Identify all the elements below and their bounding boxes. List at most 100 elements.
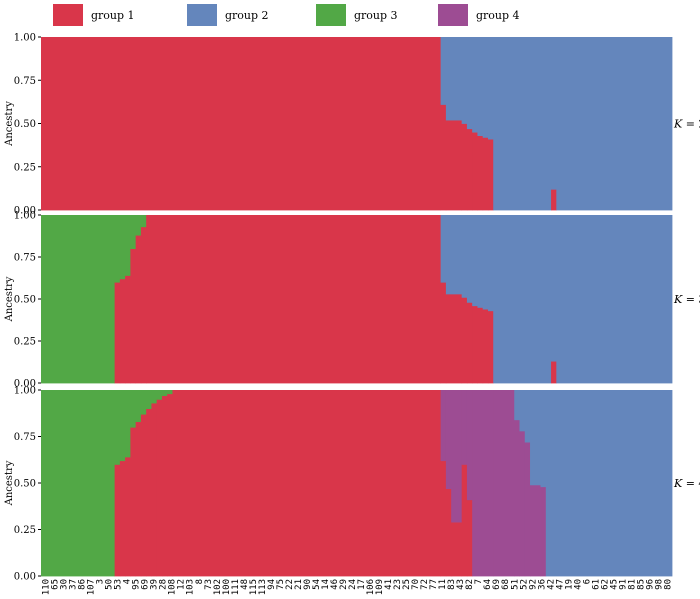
- x-tick-label: 39: [150, 579, 160, 590]
- ancestry-bar-group-3: [130, 215, 137, 249]
- ancestry-bar-group-2: [466, 215, 473, 303]
- x-tick-label: 100: [222, 579, 232, 595]
- y-axis: 1.00 0.75 0.50 0.25 0.00: [14, 33, 41, 217]
- panel-k-2: 1.00 0.75 0.50 0.25 0.00 Ancestry K = 2: [4, 33, 700, 217]
- x-tick-label: 46: [330, 579, 340, 590]
- panels: 1.00 0.75 0.50 0.25 0.00 Ancestry K = 2 1.00 0.7…: [4, 33, 700, 583]
- ancestry-bar-group-3: [130, 390, 137, 428]
- ancestry-bar-group-1: [119, 278, 126, 384]
- ancestry-bar-group-1: [487, 139, 494, 211]
- ancestry-bar-group-1: [140, 414, 147, 577]
- ancestry-bar-group-4: [519, 430, 526, 577]
- legend-swatch: [316, 4, 346, 26]
- legend-swatch: [187, 4, 217, 26]
- k-label-value: = 2: [682, 118, 700, 131]
- k-label-prefix: K: [673, 293, 683, 306]
- panel-k-3: 1.00 0.75 0.50 0.25 0.00 Ancestry K = 3: [4, 211, 700, 390]
- x-tick-label: 25: [402, 579, 412, 590]
- x-tick-label: 90: [303, 579, 313, 590]
- x-tick-label: 103: [186, 579, 196, 595]
- y-tick-label: 0.75: [14, 253, 36, 264]
- legend-entry-1: group 1: [53, 4, 135, 26]
- ancestry-bar-group-3: [41, 215, 116, 384]
- y-tick-label: 1.00: [14, 211, 36, 222]
- ancestry-bar-group-1: [119, 460, 126, 577]
- x-tick-label: 7: [474, 579, 484, 584]
- y-tick-label: 0.25: [14, 525, 36, 536]
- ancestry-bar-group-3: [135, 390, 142, 423]
- ancestry-bar-group-2: [487, 215, 494, 312]
- x-tick-label: 11: [438, 579, 448, 590]
- ancestry-bar-group-4: [445, 390, 452, 489]
- ancestry-bar-group-1: [440, 282, 447, 384]
- x-tick-label: 91: [618, 579, 628, 590]
- ancestry-bar-group-1: [440, 104, 447, 211]
- k-label: K = 4: [673, 477, 700, 490]
- ancestry-bar-group-2: [519, 390, 526, 432]
- x-tick-label: 12: [177, 579, 187, 590]
- x-tick-label: 45: [609, 579, 619, 590]
- x-tick-label: 94: [267, 579, 277, 590]
- ancestry-bar-group-1: [125, 456, 131, 577]
- ancestry-bar-group-3: [119, 215, 126, 280]
- y-axis-label: Ancestry: [4, 276, 15, 322]
- x-tick-label: 8: [195, 579, 205, 584]
- x-tick-label: 106: [366, 579, 376, 595]
- legend: group 1 group 2 group 3 group 4: [53, 4, 520, 26]
- ancestry-bar-group-4: [466, 390, 473, 501]
- k-label-value: = 4: [682, 477, 700, 490]
- ancestry-bar-group-3: [156, 390, 163, 400]
- ancestry-bar-group-2: [551, 215, 557, 362]
- ancestry-bar-group-3: [41, 390, 116, 577]
- y-axis-label: Ancestry: [4, 101, 15, 147]
- ancestry-bar-group-1: [451, 522, 463, 577]
- ancestry-bar-group-1: [461, 297, 468, 384]
- k-label-prefix: K: [673, 118, 683, 131]
- ancestry-bar-group-1: [172, 390, 442, 577]
- y-tick-label: 1.00: [14, 386, 36, 397]
- ancestry-bar-group-2: [445, 215, 463, 295]
- legend-entry-2: group 2: [187, 4, 269, 26]
- ancestry-bar-group-4: [514, 419, 520, 577]
- ancestry-bar-group-1: [130, 248, 137, 384]
- ancestry-bar-group-3: [140, 390, 147, 415]
- legend-swatch: [438, 4, 468, 26]
- y-tick-label: 0.00: [14, 572, 36, 583]
- ancestry-bar-group-1: [482, 309, 489, 384]
- y-tick-label: 0.00: [14, 206, 36, 217]
- ancestry-bar-group-4: [451, 390, 463, 523]
- ancestry-bar-group-2: [482, 37, 489, 138]
- ancestry-bar-group-2: [482, 215, 489, 310]
- ancestry-bar-group-2: [545, 390, 673, 577]
- x-tick-label: 95: [132, 579, 142, 590]
- x-tick-label: 72: [420, 579, 430, 590]
- x-tick-label: 22: [285, 579, 295, 590]
- x-tick-label: 102: [213, 579, 223, 595]
- x-tick-label: 61: [591, 579, 601, 590]
- x-tick-label: 48: [240, 579, 250, 590]
- ancestry-bar-group-2: [477, 215, 484, 308]
- x-tick-label: 70: [411, 579, 421, 590]
- ancestry-bar-group-2: [540, 390, 547, 488]
- x-tick-label: 96: [645, 579, 655, 590]
- ancestry-bar-group-3: [146, 390, 152, 409]
- x-tick-label: 47: [555, 579, 565, 590]
- ancestry-bar-group-1: [167, 393, 173, 577]
- ancestry-bar-group-1: [551, 361, 557, 384]
- ancestry-bar-group-1: [140, 226, 147, 384]
- x-tick-label: 21: [294, 579, 304, 590]
- ancestry-bar-group-1: [472, 132, 478, 211]
- ancestry-bar-group-1: [440, 460, 447, 577]
- x-tick-label: 40: [573, 579, 583, 590]
- x-tick-label: 68: [501, 579, 511, 590]
- x-tick-label: 14: [321, 579, 331, 590]
- x-tick-label: 77: [429, 579, 439, 590]
- ancestry-bar-group-3: [161, 390, 168, 396]
- ancestry-bar-group-1: [130, 427, 137, 577]
- y-axis: 1.00 0.75 0.50 0.25 0.00: [14, 211, 41, 390]
- y-axis-label: Ancestry: [4, 460, 15, 506]
- legend-entry-3: group 3: [316, 4, 398, 26]
- ancestry-bar-group-3: [140, 215, 147, 228]
- y-tick-label: 1.00: [14, 33, 36, 44]
